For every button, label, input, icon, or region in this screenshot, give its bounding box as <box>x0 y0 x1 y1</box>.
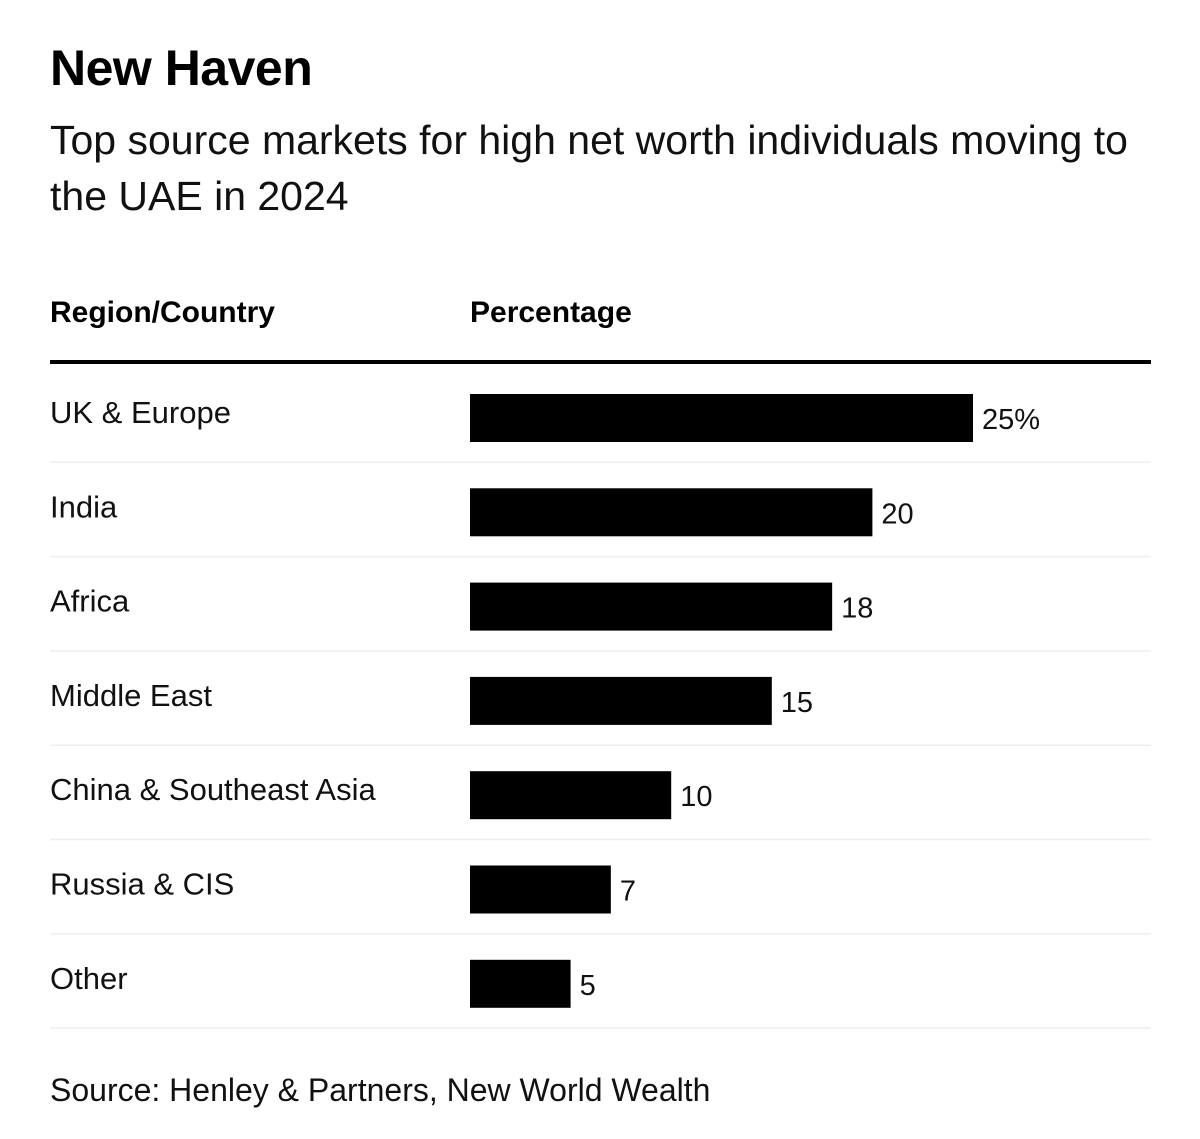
source-note: Source: Henley & Partners, New World Wea… <box>50 1072 711 1108</box>
category-label: India <box>50 489 118 524</box>
data-label: 10 <box>680 781 712 813</box>
bar <box>470 865 611 914</box>
bar <box>470 582 833 631</box>
region-column-header: Region/Country <box>50 296 275 329</box>
data-label: 15 <box>781 687 813 719</box>
bar <box>470 959 571 1008</box>
category-label: Other <box>50 961 128 996</box>
percentage-column-header: Percentage <box>470 296 632 329</box>
chart-subtitle: Top source markets for high net worth in… <box>50 117 1128 219</box>
category-label: Middle East <box>50 678 212 713</box>
chart-title: New Haven <box>50 40 313 96</box>
bar <box>470 394 973 442</box>
category-label: UK & Europe <box>50 395 231 430</box>
bar-chart: UK & Europe 25% India 20 Africa 18 Middle East… <box>50 394 1151 1029</box>
data-label: 20 <box>881 498 913 530</box>
category-label: Russia & CIS <box>50 867 234 902</box>
header-rule <box>50 360 1151 364</box>
category-label: China & Southeast Asia <box>50 772 376 807</box>
data-label: 7 <box>620 876 636 908</box>
data-label: 18 <box>841 593 873 625</box>
category-label: Africa <box>50 584 130 619</box>
bar <box>470 771 672 820</box>
bar <box>470 676 772 725</box>
bar <box>470 488 873 537</box>
data-label: 5 <box>580 970 596 1002</box>
data-label: 25% <box>982 404 1040 436</box>
